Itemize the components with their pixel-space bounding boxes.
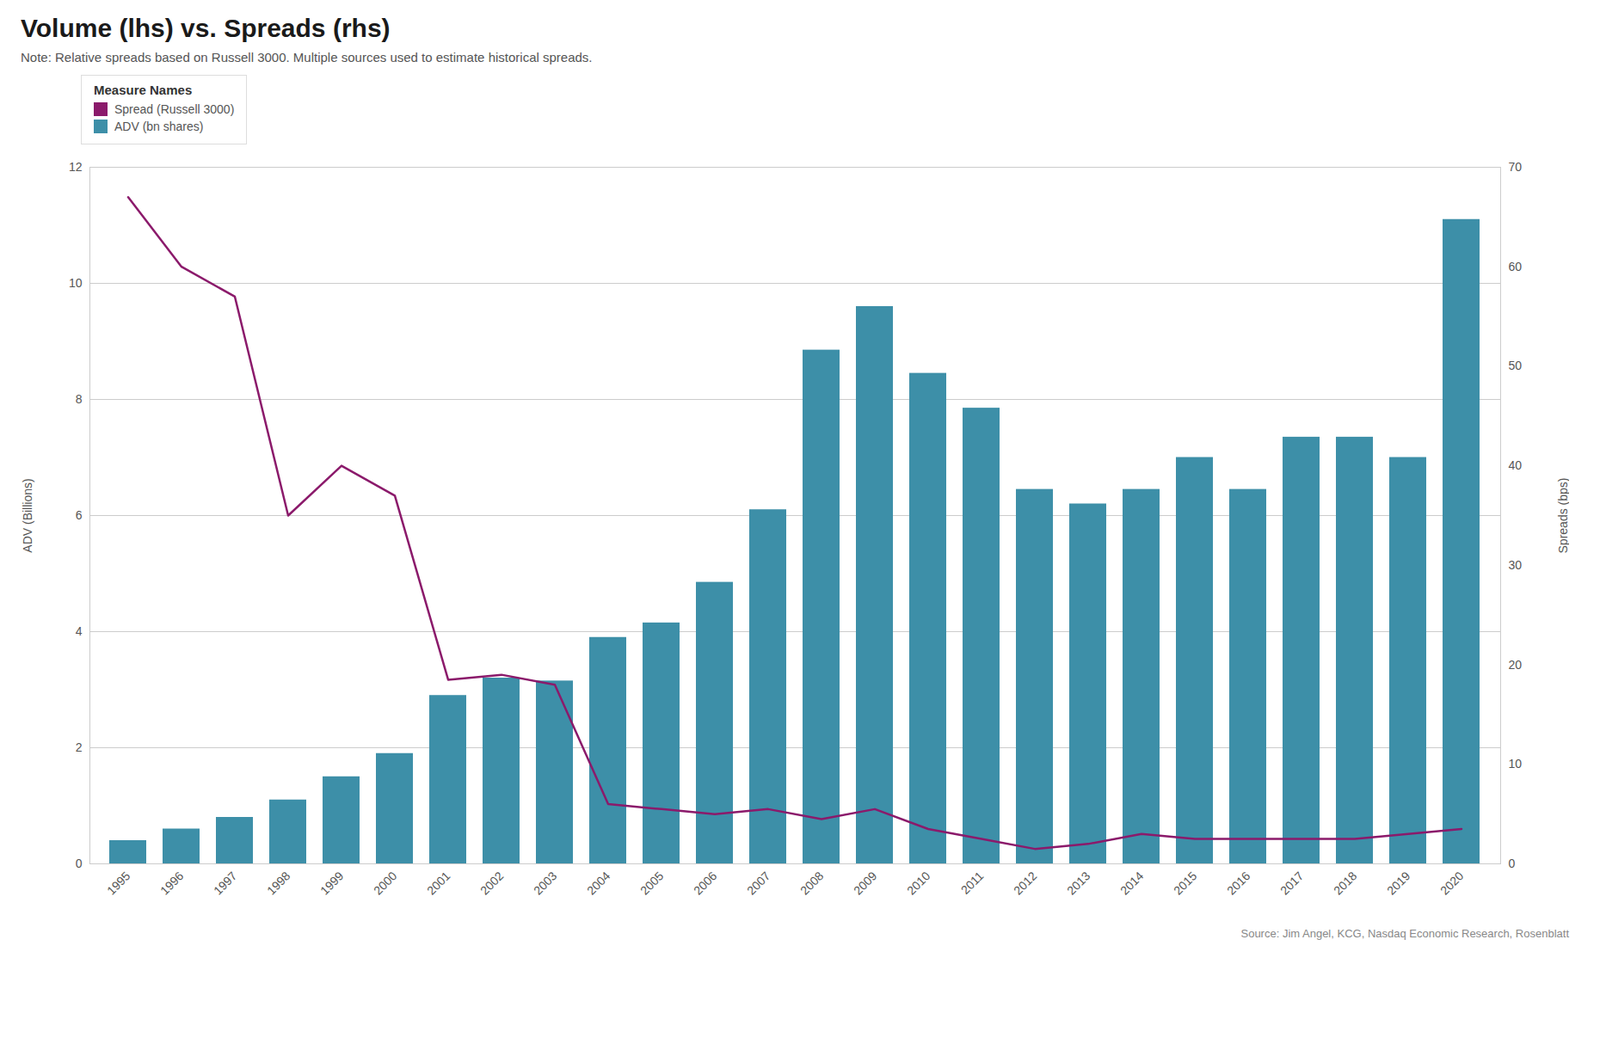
svg-text:2000: 2000: [370, 868, 400, 898]
svg-text:10: 10: [68, 276, 83, 290]
svg-text:2019: 2019: [1384, 868, 1413, 898]
svg-text:12: 12: [68, 160, 83, 174]
svg-text:0: 0: [1508, 856, 1516, 871]
svg-text:2002: 2002: [477, 868, 506, 898]
svg-text:1997: 1997: [210, 868, 240, 898]
svg-text:10: 10: [1508, 756, 1523, 771]
svg-text:2013: 2013: [1064, 868, 1093, 898]
svg-text:0: 0: [75, 856, 83, 871]
svg-text:1995: 1995: [104, 868, 133, 898]
svg-text:60: 60: [1508, 259, 1523, 274]
svg-text:1998: 1998: [264, 868, 293, 898]
svg-text:6: 6: [75, 508, 83, 523]
svg-text:2: 2: [75, 740, 83, 755]
svg-text:Spreads (bps): Spreads (bps): [1556, 478, 1570, 554]
svg-text:2008: 2008: [797, 868, 826, 898]
svg-text:2010: 2010: [904, 868, 933, 898]
html-text:Spread (Russell 3000): Spread (Russell 3000): [114, 102, 235, 117]
svg-text:2006: 2006: [690, 868, 720, 898]
svg-text:2004: 2004: [584, 868, 613, 898]
svg-text:2020: 2020: [1437, 868, 1466, 898]
svg-text:2003: 2003: [530, 868, 560, 898]
svg-text:70: 70: [1508, 160, 1523, 174]
html-text:ADV (bn shares): ADV (bn shares): [114, 119, 204, 134]
svg-text:1996: 1996: [157, 868, 186, 898]
svg-text:30: 30: [1508, 558, 1523, 573]
svg-text:ADV (Billions): ADV (Billions): [20, 478, 35, 553]
svg-text:50: 50: [1508, 358, 1523, 373]
svg-text:2015: 2015: [1170, 868, 1200, 898]
svg-text:2011: 2011: [958, 868, 987, 898]
html-text:Measure Names: Measure Names: [93, 82, 192, 98]
html-text:Source: Jim Angel, KCG, Nasdaq: Source: Jim Angel, KCG, Nasdaq Economic …: [1240, 927, 1570, 941]
svg-text:2005: 2005: [637, 868, 666, 898]
html-text:Volume (lhs) vs. Spreads (rhs): Volume (lhs) vs. Spreads (rhs): [20, 13, 391, 43]
svg-text:4: 4: [75, 624, 83, 639]
svg-text:2012: 2012: [1010, 868, 1040, 898]
html-text:Note: Relative spreads based o: Note: Relative spreads based on Russell …: [20, 49, 593, 65]
svg-text:2009: 2009: [850, 868, 880, 898]
svg-text:1999: 1999: [317, 868, 346, 898]
svg-text:40: 40: [1508, 458, 1523, 473]
svg-text:2016: 2016: [1224, 868, 1253, 898]
svg-text:8: 8: [75, 392, 83, 407]
svg-text:2001: 2001: [424, 868, 453, 898]
svg-text:2018: 2018: [1330, 868, 1360, 898]
svg-text:2014: 2014: [1117, 868, 1146, 898]
svg-text:20: 20: [1508, 658, 1523, 672]
svg-text:2007: 2007: [744, 868, 773, 898]
svg-text:2017: 2017: [1277, 868, 1306, 898]
